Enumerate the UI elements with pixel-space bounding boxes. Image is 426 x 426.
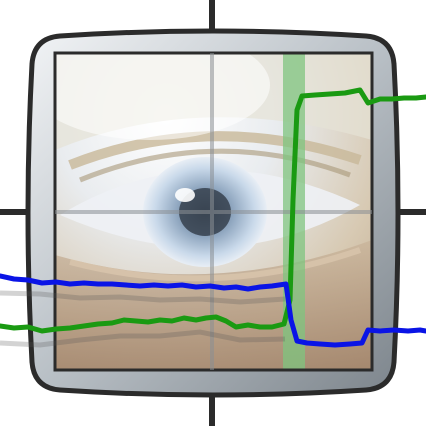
blue-signal-line — [0, 273, 426, 348]
green-signal-line — [0, 87, 426, 334]
